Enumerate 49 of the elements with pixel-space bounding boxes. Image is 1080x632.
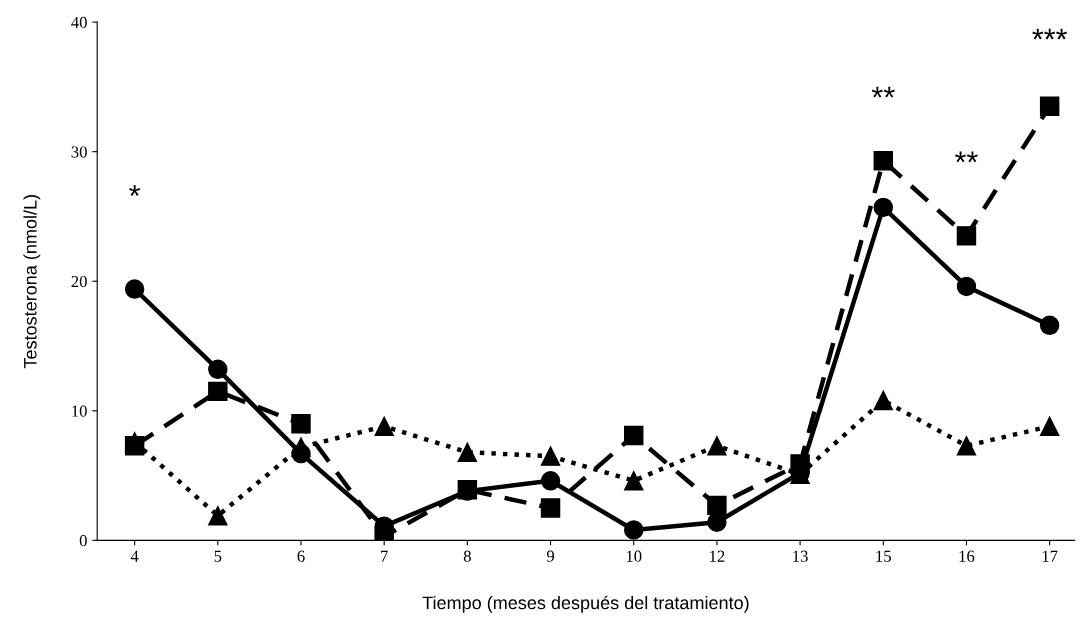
point <box>1039 96 1060 117</box>
x-tick-label: 7 <box>381 550 388 562</box>
annotation: * <box>129 185 141 196</box>
point <box>540 498 561 518</box>
point <box>1039 416 1060 437</box>
annotation: ** <box>871 86 895 98</box>
x-tick-label: 8 <box>463 550 471 562</box>
point <box>374 416 394 437</box>
point <box>124 279 145 299</box>
x-tick-label: 17 <box>1042 550 1058 562</box>
point <box>873 151 894 171</box>
x-tick-label: 16 <box>959 550 975 562</box>
point <box>291 414 311 434</box>
y-tick-label: 20 <box>71 275 87 288</box>
point <box>956 436 977 456</box>
x-tick-label: 9 <box>546 550 555 562</box>
x-tick-label: 15 <box>876 550 891 562</box>
point <box>208 506 228 526</box>
x-tick-label: 13 <box>793 550 808 562</box>
y-tick-label: 40 <box>71 16 87 29</box>
point <box>208 359 228 380</box>
point <box>873 197 894 218</box>
annotation: *** <box>1032 28 1067 40</box>
y-tick-label: 10 <box>72 405 87 417</box>
point <box>956 276 977 297</box>
point <box>624 471 644 491</box>
point <box>624 425 644 446</box>
y-tick-label: 30 <box>71 146 87 158</box>
x-axis-title: Tiempo (meses después del tratamiento) <box>422 595 749 613</box>
x-tick-label: 6 <box>297 550 305 562</box>
point <box>457 442 478 462</box>
y-axis-title: Testosterona (nmol/L) <box>23 195 41 369</box>
point <box>707 495 727 516</box>
y-tick-label: 0 <box>79 535 87 547</box>
point <box>291 437 311 457</box>
point <box>540 446 561 466</box>
x-tick-label: 5 <box>214 550 222 562</box>
point <box>707 436 727 456</box>
annotation: ** <box>955 151 978 163</box>
point <box>540 471 561 491</box>
x-tick-label: 10 <box>626 550 642 562</box>
point <box>208 381 228 402</box>
point <box>1039 315 1060 336</box>
point <box>873 390 894 411</box>
point <box>707 512 727 532</box>
point <box>624 520 644 540</box>
point <box>956 226 977 246</box>
x-tick-label: 12 <box>710 550 725 562</box>
x-tick-label: 4 <box>130 550 139 562</box>
